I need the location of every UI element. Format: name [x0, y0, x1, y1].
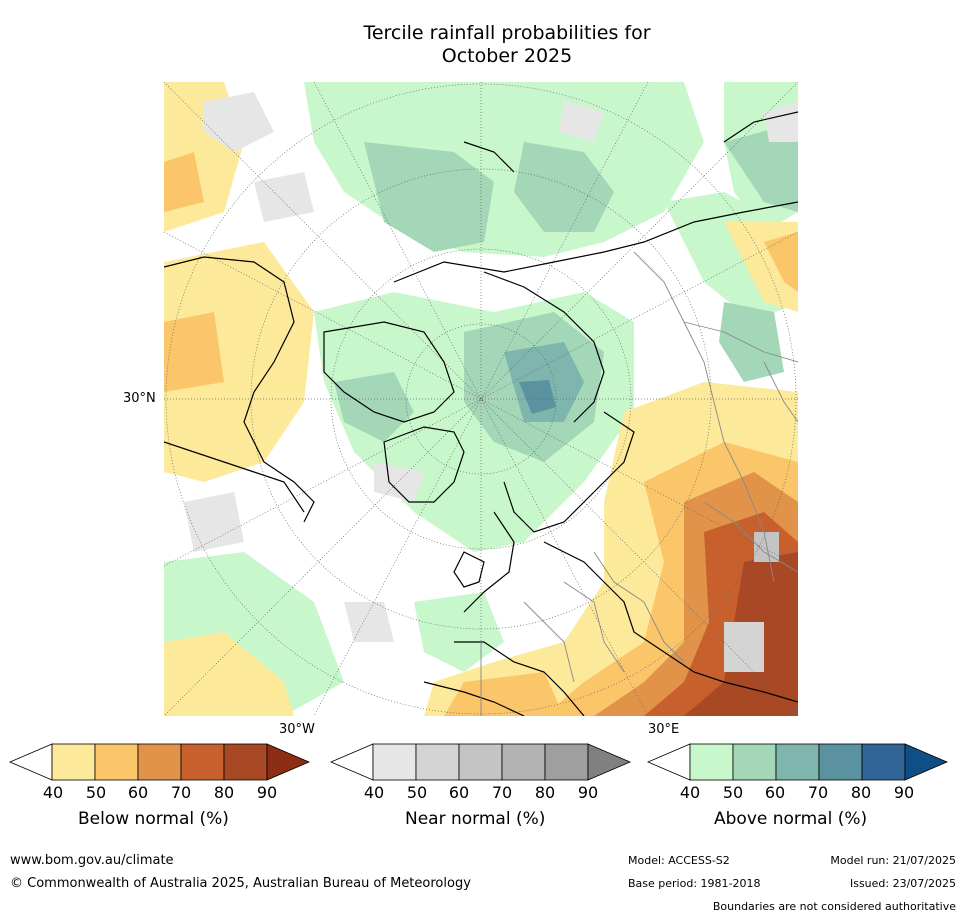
- longitude-label-30e: 30°E: [648, 722, 680, 737]
- coastlines: [164, 111, 798, 716]
- colorbar-near-normal: [329, 743, 632, 781]
- colorbar-swatch: [51, 743, 96, 781]
- colorbar-below-swatches: [8, 743, 311, 781]
- colorbar-swatch: [861, 743, 906, 781]
- near-normal-areas: [184, 92, 798, 672]
- colorbar-swatch: [180, 743, 225, 781]
- graticule: [164, 82, 798, 716]
- rainfall-probability-map: [164, 82, 798, 716]
- colorbar-above-tick: 80: [850, 783, 872, 802]
- colorbar-swatch: [904, 743, 949, 781]
- colorbar-near-tick: 80: [534, 783, 556, 802]
- colorbar-below-tick: 90: [256, 783, 278, 802]
- colorbar-swatch: [775, 743, 820, 781]
- colorbar-above-title: Above normal (%): [714, 809, 868, 829]
- colorbar-below-title: Below normal (%): [78, 809, 229, 829]
- colorbar-above-normal: [646, 743, 949, 781]
- colorbar-near-tick: 60: [448, 783, 470, 802]
- colorbar-swatch: [415, 743, 460, 781]
- colorbar-above-tick: 60: [764, 783, 786, 802]
- colorbar-near-tick: 40: [363, 783, 385, 802]
- colorbar-below-tick: 50: [85, 783, 107, 802]
- colorbar-swatch: [266, 743, 311, 781]
- colorbar-below-normal: [8, 743, 311, 781]
- longitude-label-30w: 30°W: [279, 722, 315, 737]
- colorbar-near-title: Near normal (%): [405, 809, 546, 829]
- boundaries-disclaimer: Boundaries are not considered authoritat…: [712, 900, 956, 913]
- colorbar-above-swatches: [646, 743, 949, 781]
- issued-date: Issued: 23/07/2025: [849, 877, 956, 890]
- above-normal-areas: [164, 82, 798, 716]
- colorbar-near-tick: 50: [406, 783, 428, 802]
- colorbar-swatch: [587, 743, 632, 781]
- colorbar-swatch: [818, 743, 863, 781]
- base-period: Base period: 1981-2018: [628, 877, 761, 890]
- colorbar-above-tick: 90: [893, 783, 915, 802]
- colorbar-swatch: [646, 743, 691, 781]
- colorbar-below-tick: 70: [170, 783, 192, 802]
- colorbar-swatch: [732, 743, 777, 781]
- colorbar-swatch: [223, 743, 268, 781]
- colorbar-below-tick: 80: [213, 783, 235, 802]
- colorbar-below-tick: 40: [42, 783, 64, 802]
- title-line-2: October 2025: [441, 45, 573, 67]
- colorbar-above-tick: 40: [679, 783, 701, 802]
- colorbar-near-swatches: [329, 743, 632, 781]
- website-link[interactable]: www.bom.gov.au/climate: [10, 853, 174, 868]
- colorbar-near-tick: 90: [577, 783, 599, 802]
- latitude-label-30n: 30°N: [123, 391, 156, 406]
- model-name: Model: ACCESS-S2: [628, 854, 730, 867]
- country-boundaries: [480, 251, 798, 716]
- colorbar-swatch: [137, 743, 182, 781]
- colorbar-near-tick: 70: [491, 783, 513, 802]
- title-line-1: Tercile rainfall probabilities for: [363, 22, 651, 44]
- copyright-text: © Commonwealth of Australia 2025, Austra…: [10, 876, 471, 891]
- map-title: Tercile rainfall probabilities for Octob…: [0, 22, 965, 68]
- colorbar-swatch: [8, 743, 53, 781]
- colorbar-below-tick: 60: [127, 783, 149, 802]
- colorbar-swatch: [372, 743, 417, 781]
- colorbar-swatch: [94, 743, 139, 781]
- colorbar-swatch: [458, 743, 503, 781]
- colorbar-above-tick: 70: [807, 783, 829, 802]
- colorbar-above-tick: 50: [722, 783, 744, 802]
- colorbar-swatch: [501, 743, 546, 781]
- colorbar-swatch: [689, 743, 734, 781]
- colorbar-swatch: [329, 743, 374, 781]
- model-run-date: Model run: 21/07/2025: [830, 854, 956, 867]
- colorbar-swatch: [544, 743, 589, 781]
